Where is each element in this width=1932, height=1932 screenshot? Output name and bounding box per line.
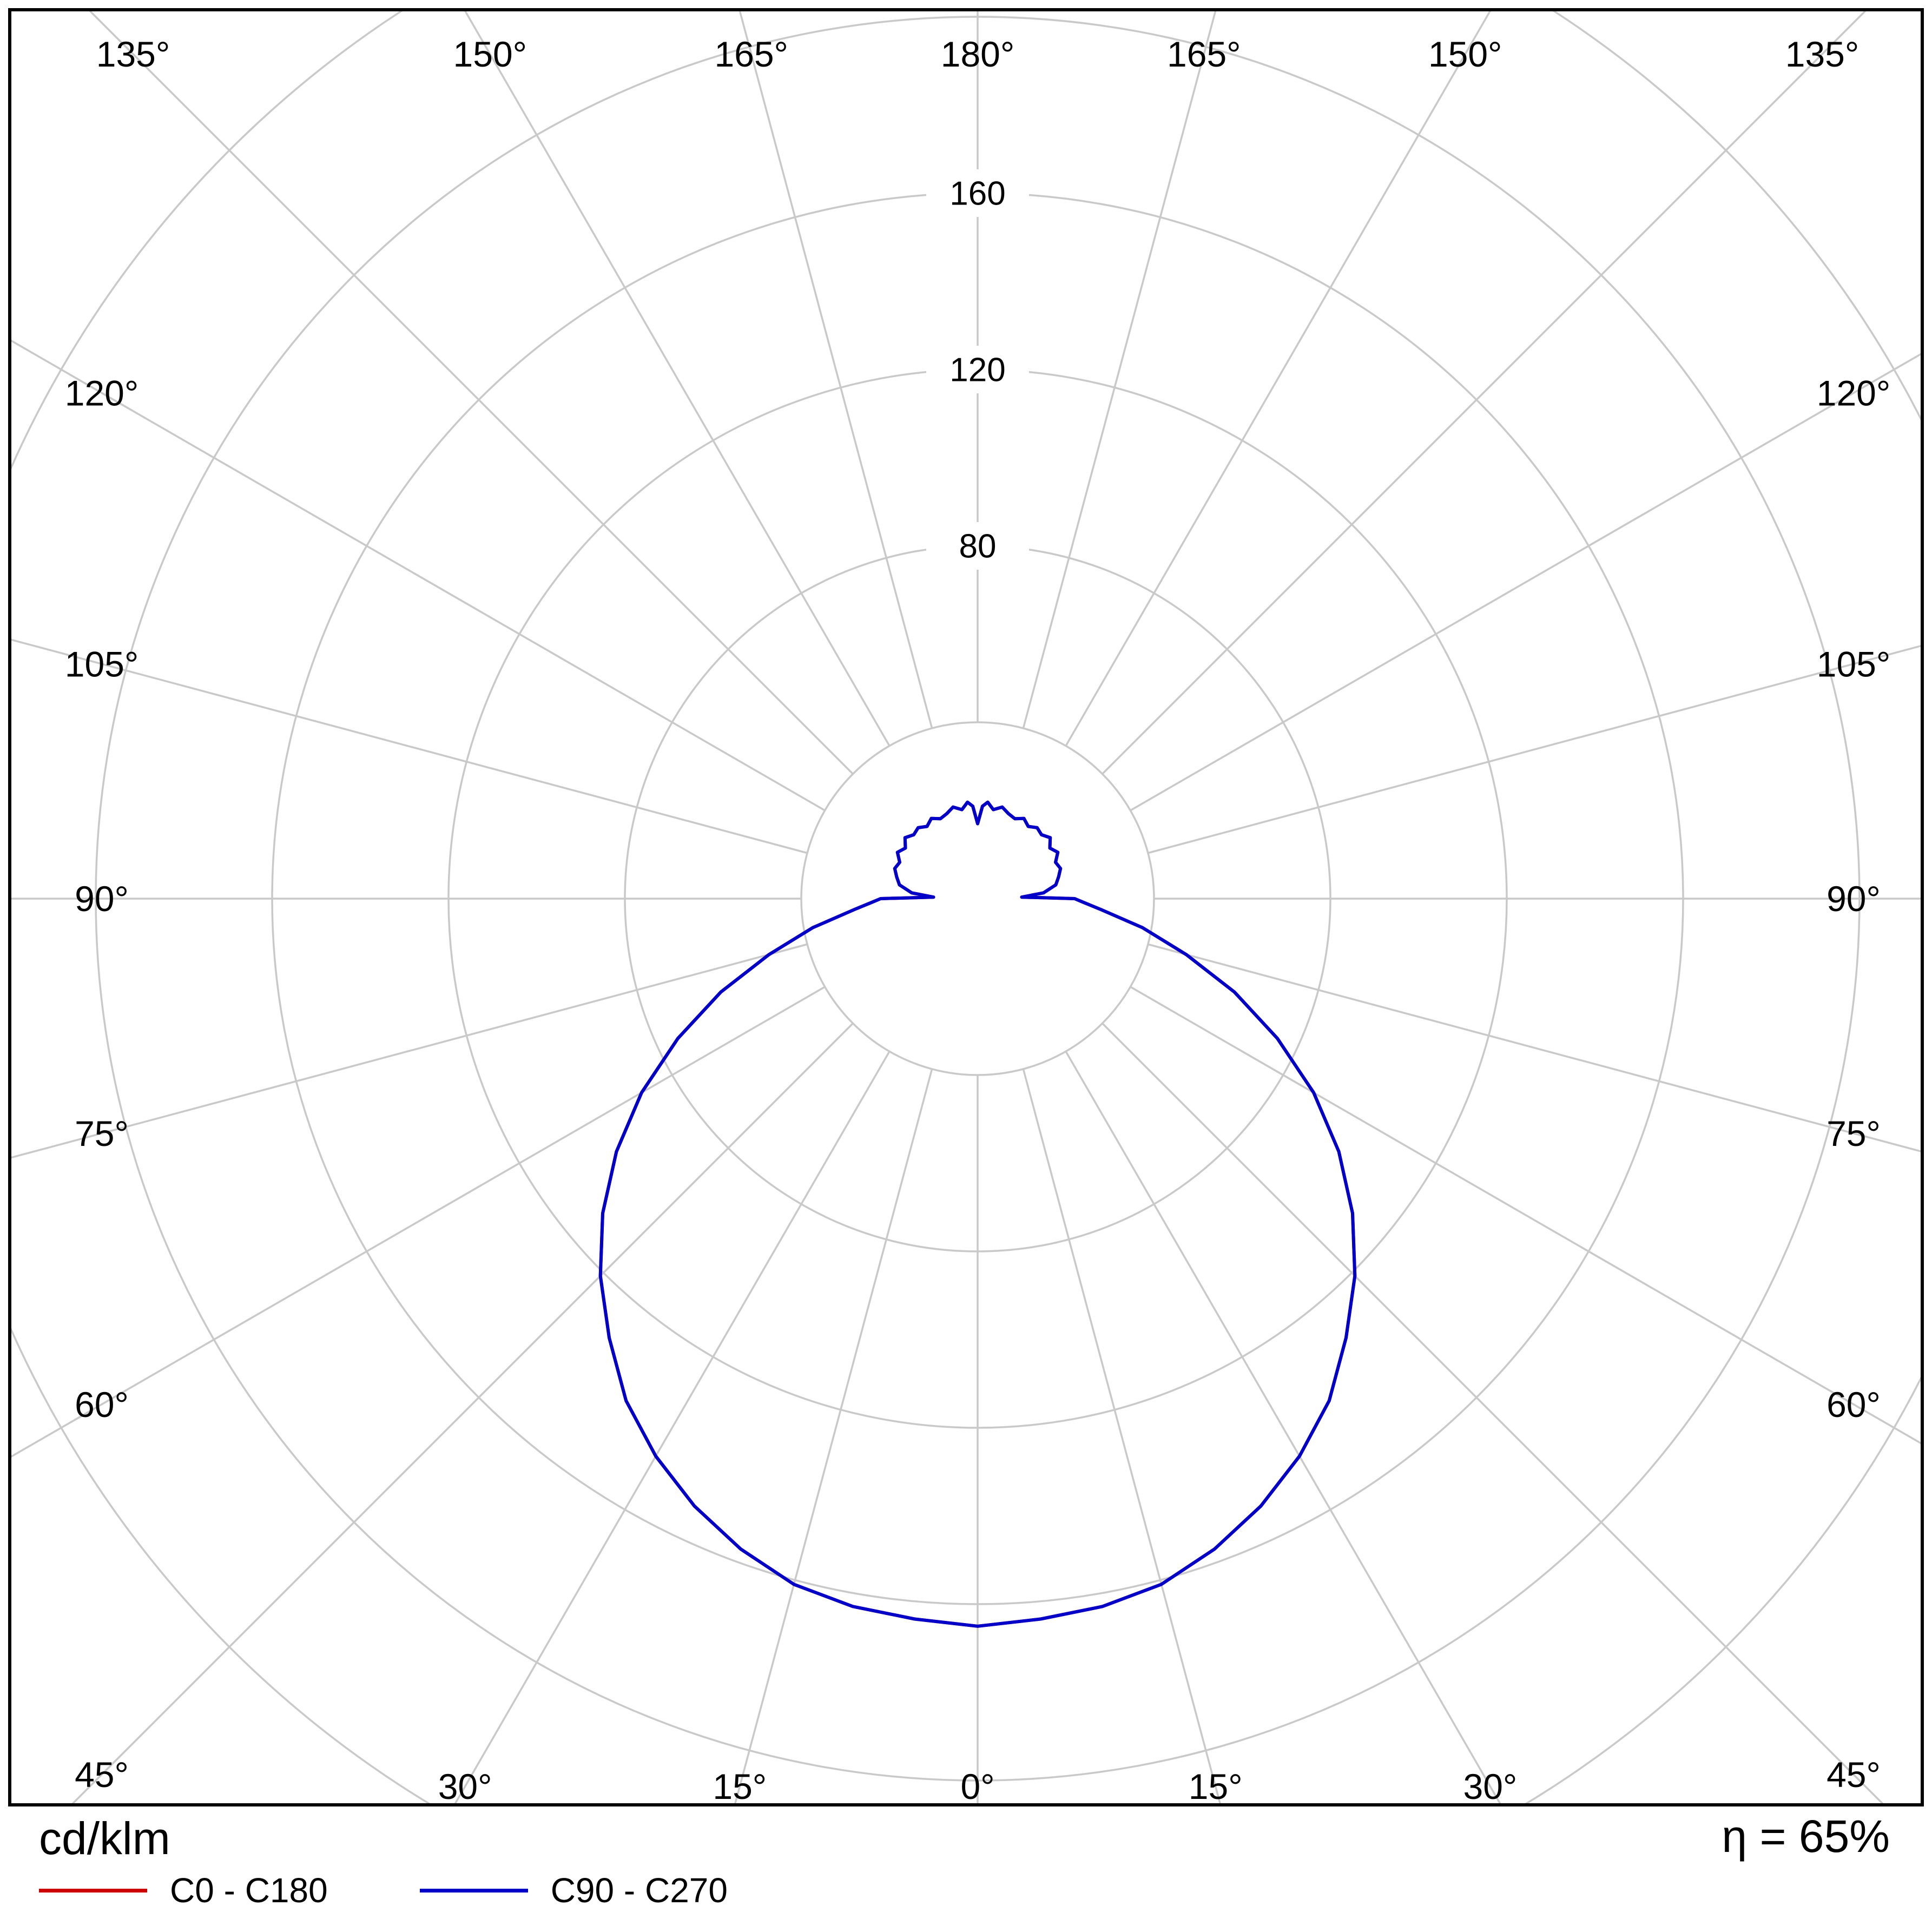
grid-spoke-165 bbox=[1022, 10, 1217, 729]
angle-labels: 0° 15° 15° 30° 30° 45° 45° 60° 60° 75° 75° 90° 90° 10… bbox=[65, 34, 1891, 1806]
grid-spoke-120 bbox=[10, 339, 826, 812]
angle-label-180-r: 180° bbox=[941, 34, 1015, 74]
grid-spoke-30 bbox=[1065, 1051, 1502, 1805]
grid-spoke-75 bbox=[10, 943, 808, 1159]
angle-label-75-l: 75° bbox=[75, 1113, 129, 1153]
legend-label-c90-c270: C90 - C270 bbox=[550, 1871, 728, 1910]
grid-ring-40 bbox=[800, 721, 1155, 1076]
angle-label-105-r: 105° bbox=[1817, 644, 1891, 684]
angle-label-90-r: 90° bbox=[1827, 879, 1881, 919]
angle-label-15-r: 15° bbox=[1189, 1766, 1243, 1806]
c0-c180-line-swatch bbox=[39, 1888, 147, 1893]
grid-spoke-105 bbox=[10, 638, 808, 854]
angle-label-75-r: 75° bbox=[1827, 1113, 1881, 1153]
angle-label-45-l: 45° bbox=[75, 1755, 129, 1795]
angle-label-30-r: 30° bbox=[1463, 1766, 1517, 1806]
grid-spoke-30 bbox=[453, 1051, 891, 1805]
angle-label-150-r: 150° bbox=[1428, 34, 1502, 74]
grid-spoke-75 bbox=[1148, 943, 1922, 1153]
grid-spoke-45 bbox=[1102, 1023, 1885, 1805]
radial-tick-label-80: 80 bbox=[959, 528, 997, 565]
legend-label-c0-c180: C0 - C180 bbox=[170, 1871, 328, 1910]
grid-spoke-60 bbox=[1130, 986, 1922, 1446]
grid-spoke-135 bbox=[1102, 10, 1868, 775]
angle-label-165-r: 165° bbox=[1167, 34, 1241, 74]
legend-item-c0-c180: C0 - C180 bbox=[39, 1873, 328, 1908]
radial-tick-bg bbox=[926, 522, 1029, 570]
angle-label-135-l: 135° bbox=[96, 34, 170, 74]
grid-spoke-105 bbox=[1148, 644, 1922, 854]
radial-tick-label-120: 120 bbox=[949, 352, 1005, 389]
grid-spoke-60 bbox=[10, 986, 826, 1459]
grid-spoke-45 bbox=[70, 1023, 854, 1805]
radial-tick-labels: 80 120 160 bbox=[926, 169, 1029, 570]
plot-frame bbox=[8, 8, 1924, 1806]
angle-label-120-l: 120° bbox=[65, 373, 139, 413]
angle-label-120-r: 120° bbox=[1817, 373, 1891, 413]
curves bbox=[598, 800, 1357, 1628]
grid-spoke-150 bbox=[463, 10, 891, 747]
angle-label-90-l: 90° bbox=[75, 879, 129, 919]
angle-label-135-r: 135° bbox=[1785, 34, 1860, 74]
angle-label-45-r: 45° bbox=[1827, 1755, 1881, 1795]
efficiency-label: η = 65% bbox=[1722, 1811, 1890, 1862]
grid-spoke-120 bbox=[1130, 352, 1922, 812]
radial-tick-label-160: 160 bbox=[949, 175, 1005, 213]
c90-c270-curve bbox=[598, 800, 1357, 1628]
angle-label-60-l: 60° bbox=[75, 1384, 129, 1425]
angle-label-0-r: 0° bbox=[960, 1766, 994, 1806]
grid-spoke-15 bbox=[734, 1069, 933, 1805]
c90-c270-line-swatch bbox=[419, 1888, 528, 1893]
radial-tick-bg bbox=[926, 169, 1029, 217]
angle-label-105-l: 105° bbox=[65, 644, 139, 684]
radial-tick-bg bbox=[926, 346, 1029, 393]
angle-label-60-r: 60° bbox=[1827, 1384, 1881, 1425]
grid-spoke-150 bbox=[1065, 10, 1492, 747]
angle-label-30-l: 30° bbox=[438, 1766, 492, 1806]
grid-spoke-165 bbox=[738, 10, 933, 729]
grid-spoke-135 bbox=[87, 10, 854, 775]
angle-label-150-l: 150° bbox=[453, 34, 527, 74]
units-label: cd/klm bbox=[39, 1813, 170, 1864]
grid-spoke-15 bbox=[1022, 1069, 1222, 1805]
angle-label-165-l: 165° bbox=[714, 34, 788, 74]
legend-item-c90-c270: C90 - C270 bbox=[419, 1871, 728, 1910]
legend: C0 - C180 C90 - C270 bbox=[39, 1873, 728, 1908]
angle-label-15-l: 15° bbox=[713, 1766, 767, 1806]
